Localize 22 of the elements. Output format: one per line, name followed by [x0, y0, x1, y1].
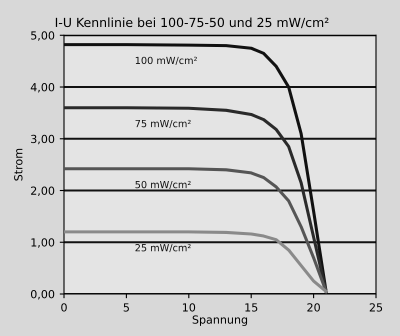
y-tick-label: 0,00: [30, 290, 54, 300]
y-axis-title: Strom: [14, 148, 23, 181]
x-tick-label: 25: [370, 303, 382, 312]
chart-title: I-U Kennlinie bei 100-75-50 und 25 mW/cm²: [56, 17, 328, 28]
x-tick-label: 15: [245, 303, 258, 312]
series-label: 25 mW/cm²: [135, 244, 191, 252]
y-tick-label: 1,00: [31, 238, 54, 248]
y-tick-label: 4,00: [30, 83, 54, 93]
series-label: 75 mW/cm²: [136, 120, 191, 128]
series-label: 100 mW/cm²: [136, 56, 197, 65]
y-tick-label: 3,00: [31, 134, 54, 144]
y-tick-label: 5,00: [31, 31, 54, 41]
x-tick-label: 10: [182, 303, 196, 312]
line-series: [64, 167, 328, 293]
x-tick-label: 20: [307, 303, 320, 312]
y-tick-label: 2,00: [31, 186, 54, 196]
x-axis-title: Spannung: [192, 315, 248, 326]
x-tick-label: 5: [124, 303, 129, 312]
line-series: [64, 230, 328, 293]
line-series: [64, 106, 328, 293]
series-label: 50 mW/cm²: [135, 180, 191, 190]
x-tick-label: 0: [61, 303, 67, 312]
